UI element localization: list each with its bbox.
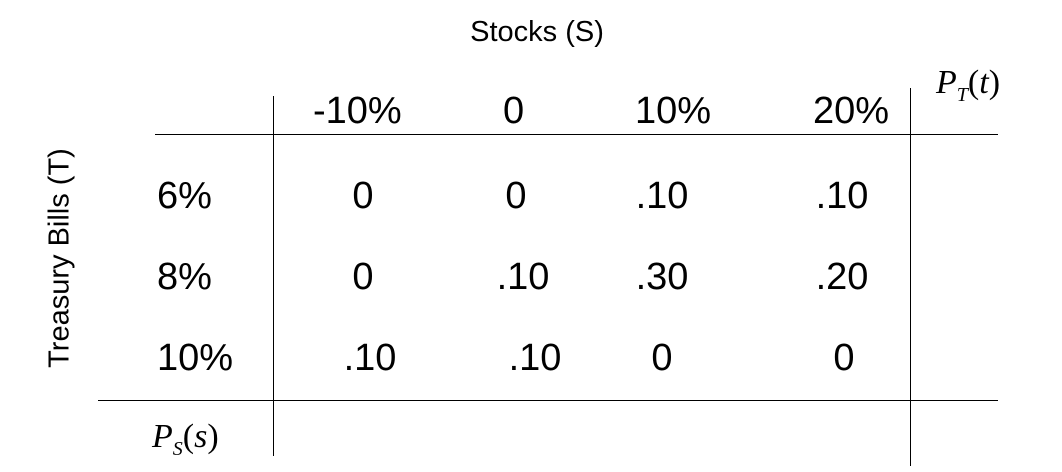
column-header-4: 20% xyxy=(813,90,890,132)
marginal-horizontal-rule xyxy=(98,400,998,401)
row-label-3: 10% xyxy=(157,337,234,379)
marginal-t-arg: t xyxy=(979,64,989,101)
left-vertical-rule xyxy=(273,96,274,456)
marginal-s-close: ) xyxy=(207,418,219,455)
cell-r2-c4: .20 xyxy=(815,256,869,298)
cell-r2-c2: .10 xyxy=(496,256,550,298)
cell-r3-c1: .10 xyxy=(343,337,397,379)
cell-r1-c3: .10 xyxy=(635,175,689,217)
cell-r2-c1: 0 xyxy=(352,256,374,298)
row-label-2: 8% xyxy=(157,256,212,298)
column-header-1: -10% xyxy=(313,90,402,132)
marginal-t-close: ) xyxy=(988,64,1001,101)
marginal-s-arg: s xyxy=(194,418,208,455)
right-vertical-rule xyxy=(910,88,911,466)
cell-r1-c2: 0 xyxy=(505,175,527,217)
marginal-s-label: PS(s) xyxy=(152,418,219,460)
cell-r1-c4: .10 xyxy=(815,175,869,217)
marginal-t-label: PT(t) xyxy=(936,64,1001,106)
column-variable-title: Stocks (S) xyxy=(470,16,604,48)
cell-r3-c3: 0 xyxy=(651,337,673,379)
marginal-t-subscript: T xyxy=(956,84,968,106)
column-header-3: 10% xyxy=(635,90,712,132)
marginal-t-symbol: P xyxy=(936,64,957,101)
cell-r3-c4: 0 xyxy=(833,337,855,379)
row-label-1: 6% xyxy=(157,175,212,217)
cell-r2-c3: .30 xyxy=(635,256,689,298)
marginal-s-open: ( xyxy=(182,418,195,455)
marginal-s-subscript: S xyxy=(172,438,183,460)
marginal-s-symbol: P xyxy=(152,418,173,455)
row-variable-title: Treasury Bills (T) xyxy=(43,148,76,368)
marginal-t-open: ( xyxy=(967,64,980,101)
cell-r1-c1: 0 xyxy=(352,175,374,217)
cell-r3-c2: .10 xyxy=(508,337,562,379)
column-header-2: 0 xyxy=(503,90,525,132)
header-horizontal-rule xyxy=(155,134,998,135)
